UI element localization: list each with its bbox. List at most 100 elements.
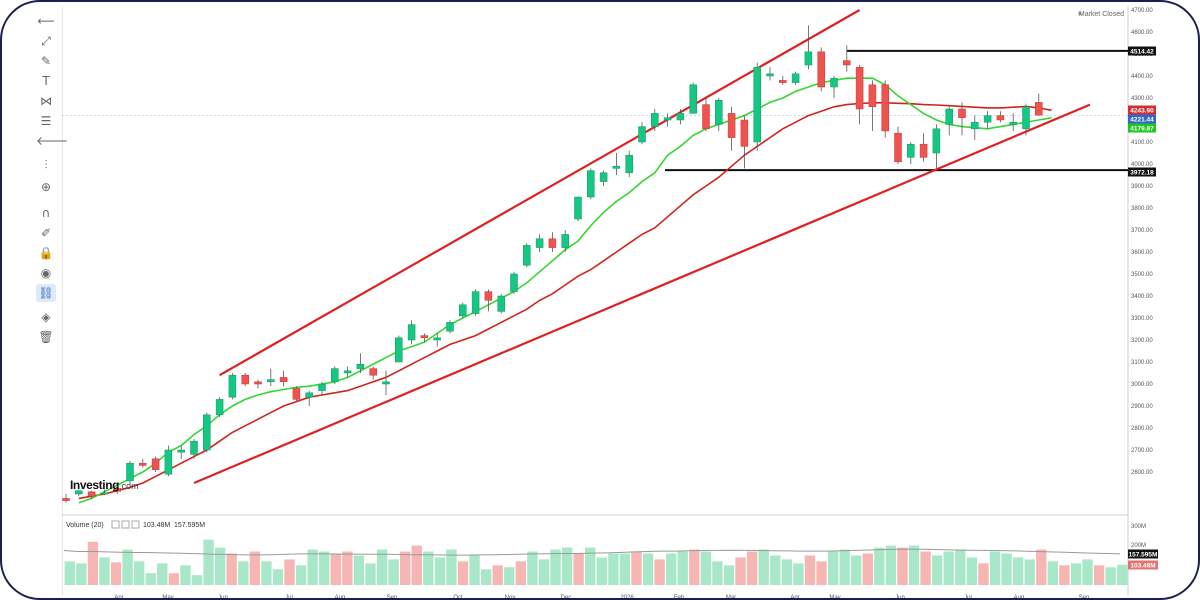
volume-bar (157, 563, 168, 585)
volume-bar (654, 559, 665, 585)
drawing-toolbar: ⟵ ⤢ ✎ T ⋈ ☰ 🡐 ⫶ ⊕ ∩ ✐ 🔒 ◉ ⛓ ◈ 🗑 (30, 6, 68, 596)
volume-bar (515, 561, 527, 585)
candle (919, 133, 928, 162)
price-axis: 2600.00 2700.00 2800.00 2900.00 3000.00 3100.… (1131, 8, 1153, 476)
volume-bar (885, 545, 897, 585)
x-tick-label: Feb (674, 595, 685, 600)
candle (599, 170, 608, 186)
candle (523, 243, 531, 268)
volume-bar (538, 559, 550, 585)
volume-bar (1001, 553, 1012, 585)
x-tick-label: Aug (1014, 595, 1025, 600)
slow-moving-average (78, 102, 1052, 500)
candle (446, 320, 454, 334)
y-tick-label: 3400.00 (1131, 294, 1153, 300)
trend-lines (193, 9, 1091, 485)
volume-bar (423, 551, 434, 585)
y-tick-label: 4100.00 (1131, 140, 1153, 146)
magnet-icon[interactable]: ∩ (41, 206, 51, 220)
fast-moving-average (78, 77, 1052, 504)
volume-bar (249, 551, 261, 585)
brush-icon[interactable]: ✎ (40, 54, 52, 68)
candle (535, 234, 544, 252)
svg-text:4514.42: 4514.42 (1130, 48, 1154, 55)
trendline-icon[interactable]: ⤢ (41, 34, 51, 48)
volume-bar (64, 561, 75, 585)
candle (420, 333, 429, 343)
x-tick-label: May (829, 595, 840, 600)
candle (740, 115, 749, 169)
volume-bar (238, 561, 249, 585)
link-icon[interactable]: ⛓ (36, 284, 56, 302)
candle (971, 115, 979, 140)
candle (369, 366, 377, 380)
candle (548, 232, 557, 252)
crosshair-icon[interactable]: ⟵ (37, 14, 55, 28)
zoom-icon[interactable]: ⊕ (40, 180, 52, 194)
fibonacci-icon[interactable]: ☰ (40, 114, 52, 128)
volume-bar (689, 549, 700, 585)
price-tag: 4243.90 (1128, 105, 1156, 115)
x-tick-label: Apr (790, 595, 799, 600)
volume-bar (110, 562, 122, 585)
volume-bar (1047, 561, 1059, 585)
pattern-icon[interactable]: ⋈ (40, 94, 52, 108)
volume-bar (87, 541, 99, 585)
candle (484, 289, 493, 312)
candle (459, 302, 467, 318)
svg-text:103.48M: 103.48M (1130, 562, 1155, 569)
volume-bar (931, 555, 943, 585)
volume-bar (839, 549, 850, 585)
volume-tick-label: 200M (1131, 543, 1146, 549)
volume-bar (399, 551, 411, 585)
volume-bar (955, 549, 966, 585)
volume-bar (457, 561, 469, 585)
x-tick-label: Jun (895, 595, 905, 600)
y-tick-label: 3200.00 (1131, 338, 1153, 344)
volume-bar (434, 557, 446, 585)
volume-ma-tag: 157.595M (1128, 549, 1158, 559)
measure-icon[interactable]: ⫶ (44, 158, 48, 172)
price-tag: 3972.18 (1128, 167, 1156, 177)
logo-suffix: .com (119, 481, 139, 491)
candle (1009, 113, 1017, 131)
volume-bar (827, 551, 839, 585)
volume-bar (862, 553, 873, 585)
price-tags: 4514.42 4243.90 4221.44 4179.87 3972.18 (1128, 46, 1156, 177)
volume-bar (804, 555, 816, 585)
candle (753, 62, 761, 151)
eye-icon[interactable]: ◉ (40, 266, 52, 280)
y-tick-label: 3600.00 (1131, 250, 1153, 256)
trend-line-2 (193, 103, 1091, 485)
volume-bar (585, 547, 596, 585)
y-tick-label: 4700.00 (1131, 8, 1153, 14)
volume-indicator-label: Volume (20) (66, 522, 104, 529)
text-tool-icon[interactable]: T (42, 74, 50, 88)
svg-text:4179.87: 4179.87 (1130, 125, 1154, 132)
candle (356, 353, 365, 373)
volume-bar (1117, 564, 1128, 585)
volume-bar (469, 555, 480, 585)
volume-ma-line (63, 548, 1121, 556)
x-tick-label: Apr (114, 595, 123, 600)
candle (382, 370, 390, 395)
price-tag: 4221.44 (1128, 114, 1156, 124)
layers-icon[interactable]: ◈ (41, 310, 51, 324)
y-tick-label: 3300.00 (1131, 316, 1153, 322)
trash-icon[interactable]: 🗑 (38, 330, 54, 344)
lock-icon[interactable]: 🔒 (38, 246, 54, 260)
volume-bar (793, 563, 804, 585)
pencil-lock-icon[interactable]: ✐ (40, 226, 52, 240)
volume-bar (342, 551, 353, 585)
candle (433, 333, 441, 347)
candle (779, 76, 787, 85)
candle (817, 47, 825, 92)
volume-bar (1012, 557, 1024, 585)
volume-bar (388, 559, 399, 585)
volume-bar (214, 547, 226, 585)
volume-bar (550, 549, 561, 585)
support-resistance-lines (665, 49, 1128, 172)
volume-bar (1082, 559, 1093, 585)
